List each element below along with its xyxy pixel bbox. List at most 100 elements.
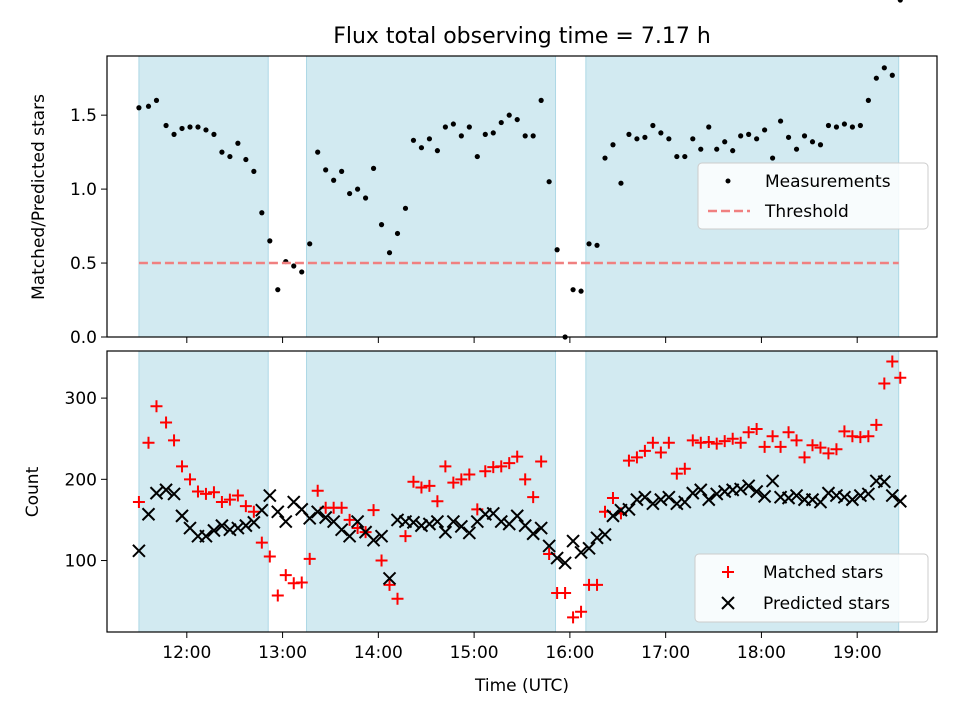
legend-matched-marker — [722, 566, 734, 578]
measurement-point — [402, 205, 409, 211]
x-tick-label: 18:00 — [737, 643, 786, 663]
matched-star-point — [311, 484, 324, 497]
measurement-point — [179, 125, 185, 132]
predicted-star-point — [646, 496, 660, 511]
predicted-star-point — [159, 483, 173, 497]
predicted-star-point — [853, 488, 868, 503]
matched-star-point — [399, 530, 412, 543]
measurement-point — [730, 148, 736, 154]
measurement-point — [690, 136, 696, 142]
legend-measurements-label: Measurements — [765, 172, 891, 192]
predicted-star-point — [718, 484, 732, 499]
predicted-star-point — [694, 483, 708, 497]
predicted-star-point — [318, 510, 333, 525]
legend-predicted-label: Predicted stars — [763, 594, 890, 614]
measurement-point — [386, 250, 393, 256]
measurement-point — [714, 146, 720, 152]
measurement-point — [145, 103, 152, 109]
predicted-star-point — [247, 515, 261, 530]
measurement-point — [554, 247, 560, 253]
measurement-point — [442, 124, 448, 130]
predicted-star-point — [382, 571, 397, 586]
measurement-point — [825, 122, 832, 129]
matched-star-point — [702, 435, 715, 448]
matched-star-point — [271, 589, 284, 602]
predicted-star-point — [406, 515, 421, 530]
measurement-point — [594, 242, 600, 248]
x-tick-label: 15:00 — [450, 643, 499, 663]
predicted-star-point — [215, 518, 229, 533]
x-tick-label: 14:00 — [354, 643, 403, 663]
measurement-point — [546, 179, 552, 185]
measurement-point — [634, 136, 640, 142]
predicted-star-point — [334, 522, 349, 537]
predicted-star-point — [582, 541, 596, 556]
measurement-point — [490, 130, 496, 136]
bottom-x-ticks: 12:00 13:00 14:00 15:00 16:00 17:00 18:00 19:00 — [162, 632, 882, 663]
measurement-point — [650, 122, 656, 129]
measurement-point — [195, 124, 201, 130]
predicted-star-point — [662, 490, 676, 504]
matched-star-point — [862, 430, 875, 443]
predicted-star-point — [430, 514, 445, 529]
predicted-star-point — [757, 489, 772, 504]
measurement-point — [458, 133, 464, 139]
measurement-point — [610, 142, 616, 148]
measurement-point — [251, 168, 257, 174]
top-data-marks — [136, 0, 903, 340]
measurement-point — [738, 133, 744, 139]
measurement-point — [227, 153, 233, 160]
measurement-point — [698, 146, 704, 152]
predicted-star-point — [271, 505, 285, 519]
matched-star-point — [255, 536, 268, 549]
matched-star-point — [630, 451, 643, 464]
predicted-star-point — [885, 488, 900, 503]
measurement-point — [370, 165, 377, 171]
measurement-point — [722, 139, 728, 145]
bottom-legend-box — [694, 553, 929, 623]
matched-star-point — [463, 468, 476, 481]
matched-star-point — [894, 371, 907, 384]
x-axis-label: Time (UTC) — [474, 676, 569, 696]
predicted-star-point — [207, 523, 221, 538]
matched-star-point — [886, 355, 899, 368]
measurement-point — [418, 145, 425, 151]
predicted-star-point — [590, 531, 604, 545]
matched-star-point — [710, 437, 723, 450]
measurement-point — [267, 238, 273, 244]
measurement-point — [762, 127, 768, 133]
x-tick-label: 19:00 — [833, 643, 882, 663]
measurement-point — [171, 131, 177, 137]
predicted-star-point — [622, 502, 636, 517]
y-tick-label: 200 — [65, 470, 97, 490]
matched-star-point — [207, 486, 220, 499]
matched-star-point — [415, 481, 428, 494]
measurement-point — [642, 134, 648, 140]
predicted-star-point — [422, 517, 437, 531]
matched-star-point — [814, 441, 827, 454]
legend-threshold-label: Threshold — [764, 202, 849, 222]
shaded-interval — [138, 55, 269, 338]
bottom-data-marks — [132, 355, 907, 624]
matched-star-point — [575, 605, 588, 618]
predicted-star-point — [630, 492, 644, 507]
bottom-y-axis-label: Count — [23, 466, 43, 517]
y-tick-label: 300 — [65, 389, 97, 409]
matched-star-point — [559, 587, 572, 600]
matched-star-point — [567, 611, 580, 624]
measurement-point — [897, 0, 903, 3]
predicted-star-point — [510, 509, 524, 523]
matched-star-point — [168, 434, 181, 447]
measurement-point — [626, 131, 632, 137]
measurement-point — [618, 180, 624, 186]
predicted-star-point — [494, 514, 508, 529]
legend-measurements-marker — [725, 178, 731, 184]
predicted-star-point — [741, 479, 756, 493]
matched-star-point — [734, 436, 747, 449]
measurement-point — [841, 121, 848, 127]
measurement-point — [514, 116, 520, 123]
predicted-star-point — [638, 490, 652, 504]
predicted-star-point — [167, 487, 181, 501]
chart-title: Flux total observing time = 7.17 h — [333, 24, 711, 49]
y-tick-label: 0.0 — [70, 328, 97, 348]
